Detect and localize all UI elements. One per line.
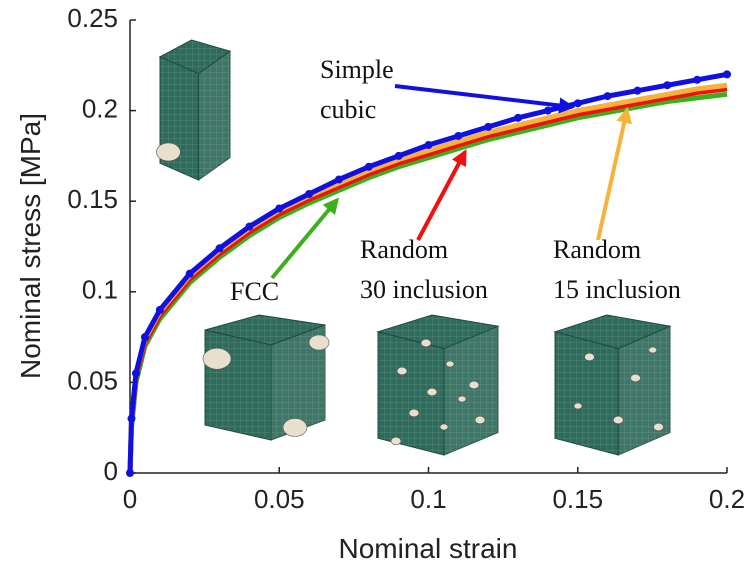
data-point [245,223,253,231]
annotation-arrow [418,152,465,240]
data-point [127,415,135,423]
data-point [633,87,641,95]
cube-face [205,330,271,440]
cube-face [618,326,670,455]
data-point [335,175,343,183]
inclusion [440,424,448,430]
data-point [663,81,671,89]
annotation-text: 15 inclusion [553,275,681,304]
data-point [141,333,149,341]
x-tick-label: 0.15 [552,484,603,514]
inclusion [409,409,419,417]
inclusion [397,367,407,375]
y-tick-label: 0 [104,456,118,486]
data-point [156,306,164,314]
inclusion [458,396,466,402]
inclusion [203,348,231,369]
x-tick-label: 0 [123,484,137,514]
page: {"chart_data": {"type": "line", "xlabel"… [0,0,755,581]
cube-face [444,326,498,455]
inclusion [585,353,595,361]
x-axis-title: Nominal strain [339,533,518,564]
annotation-text: Simple [320,55,394,84]
inclusion [654,423,664,431]
data-point [574,99,582,107]
data-point [186,270,194,278]
y-tick-label: 0.15 [67,184,118,214]
inclusion [613,416,623,424]
annotation-arrow [598,110,627,240]
inclusion [427,388,437,396]
y-tick-label: 0.05 [67,365,118,395]
y-tick-label: 0.1 [82,275,118,305]
inclusion [475,416,485,424]
data-point [365,163,373,171]
annotation-text: FCC [230,277,279,306]
annotation-text: cubic [320,95,376,124]
data-point [514,114,522,122]
data-point [275,204,283,212]
x-tick-label: 0.2 [709,484,745,514]
cube-face [199,51,231,180]
data-point [126,469,134,477]
data-point [425,141,433,149]
annotation-text: Random [553,235,641,264]
inclusion [446,361,454,367]
annotation-text: Random [360,235,448,264]
cube-face [555,332,618,455]
data-point [484,123,492,131]
cube-face [160,57,199,180]
y-tick-label: 0.2 [82,93,118,123]
inclusion [309,335,329,350]
chart: Nominal strain Nominal stress [MPa] 0 0.0… [0,0,755,581]
x-tick-label: 0.1 [410,484,446,514]
y-axis-title: Nominal stress [MPa] [15,113,46,379]
data-point [723,70,731,78]
data-point [305,190,313,198]
data-point [216,244,224,252]
inclusion [469,381,479,389]
annotation-text: 30 inclusion [360,275,488,304]
inclusion [574,403,582,409]
data-point [395,152,403,160]
inclusion [421,339,431,347]
data-point [604,92,612,100]
inclusion [156,143,180,161]
inclusion [649,347,657,353]
data-point [544,107,552,115]
inclusion [283,419,307,437]
inclusion [391,437,401,445]
annotation-arrow [395,86,572,107]
x-tick-label: 0.05 [254,484,305,514]
data-point [132,369,140,377]
inclusion [631,374,641,382]
data-point [454,132,462,140]
y-tick-label: 0.25 [67,3,118,33]
data-point [693,76,701,84]
